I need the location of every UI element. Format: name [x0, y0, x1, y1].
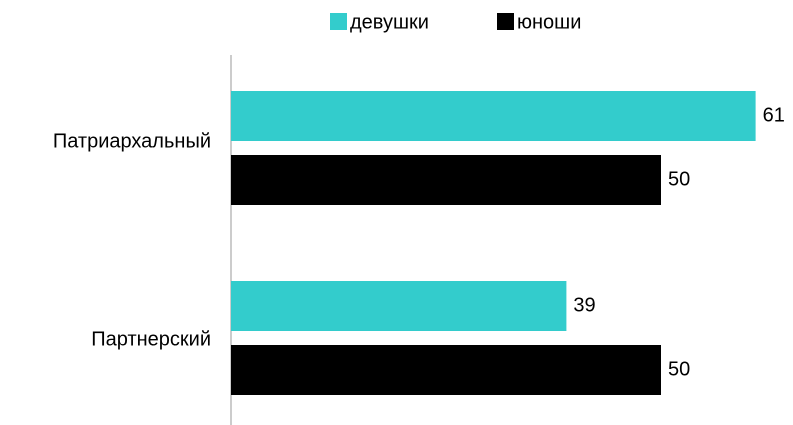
value-label: 39: [573, 294, 595, 316]
value-label: 61: [763, 104, 785, 126]
legend-label: юноши: [517, 11, 581, 33]
legend-label: девушки: [350, 11, 429, 33]
bar: [231, 345, 661, 395]
bar: [231, 155, 661, 205]
category-label: Патриархальный: [53, 130, 211, 152]
bar: [231, 281, 567, 331]
legend-swatch: [330, 13, 347, 30]
legend-swatch: [497, 13, 514, 30]
value-label: 50: [668, 358, 690, 380]
category-label: Партнерский: [91, 328, 211, 350]
bar: [231, 91, 756, 141]
value-label: 50: [668, 168, 690, 190]
